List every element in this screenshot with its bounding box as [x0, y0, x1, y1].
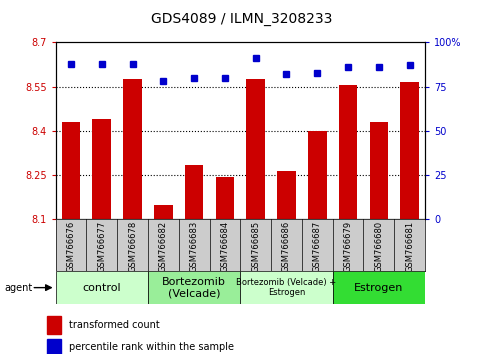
Bar — [369, 122, 388, 219]
Text: Estrogen: Estrogen — [354, 282, 403, 293]
Text: GSM766679: GSM766679 — [343, 221, 353, 272]
Text: GSM766685: GSM766685 — [251, 221, 260, 272]
Bar — [47, 339, 61, 354]
Text: GSM766676: GSM766676 — [67, 221, 75, 272]
Text: GSM766678: GSM766678 — [128, 221, 137, 272]
Bar — [308, 131, 327, 219]
Text: GDS4089 / ILMN_3208233: GDS4089 / ILMN_3208233 — [151, 12, 332, 27]
Text: GSM766681: GSM766681 — [405, 221, 414, 272]
Bar — [333, 271, 425, 304]
Bar — [240, 271, 333, 304]
Text: GSM766677: GSM766677 — [97, 221, 106, 272]
Bar — [56, 271, 148, 304]
Text: control: control — [83, 282, 121, 293]
Text: GSM766683: GSM766683 — [190, 221, 199, 272]
Text: Bortezomib (Velcade) +
Estrogen: Bortezomib (Velcade) + Estrogen — [236, 278, 337, 297]
Bar — [215, 177, 234, 219]
Text: GSM766686: GSM766686 — [282, 221, 291, 272]
Text: Bortezomib
(Velcade): Bortezomib (Velcade) — [162, 277, 226, 298]
Text: percentile rank within the sample: percentile rank within the sample — [70, 342, 234, 352]
Text: transformed count: transformed count — [70, 320, 160, 330]
Bar — [148, 271, 241, 304]
Text: GSM766684: GSM766684 — [220, 221, 229, 272]
Bar — [185, 165, 203, 219]
Bar — [154, 205, 172, 219]
Bar — [246, 79, 265, 219]
Text: GSM766682: GSM766682 — [159, 221, 168, 272]
Text: GSM766680: GSM766680 — [374, 221, 384, 272]
Bar — [339, 85, 357, 219]
Bar — [92, 119, 111, 219]
Text: agent: agent — [5, 282, 33, 293]
Bar — [47, 316, 61, 334]
Bar — [277, 171, 296, 219]
Text: GSM766687: GSM766687 — [313, 221, 322, 272]
Bar — [400, 82, 419, 219]
Bar — [62, 122, 80, 219]
Bar — [123, 79, 142, 219]
